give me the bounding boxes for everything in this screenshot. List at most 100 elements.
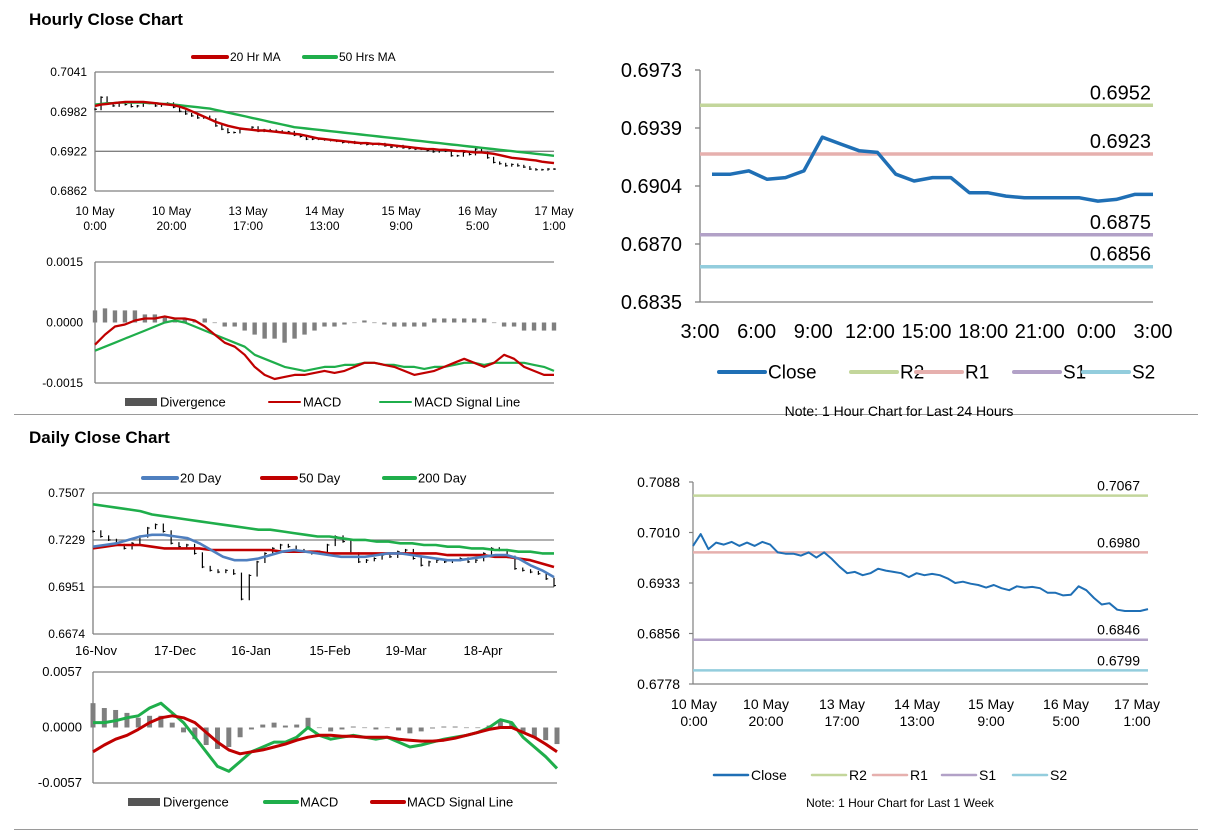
divergence-bar (463, 727, 469, 729)
divergence-bar (554, 727, 560, 745)
divergence-bar (260, 724, 266, 728)
divergence-bar (271, 722, 277, 728)
legend-label: 50 Hrs MA (339, 50, 396, 64)
divergence-bar (491, 322, 497, 324)
x-tick-label-time: 5:00 (1052, 713, 1079, 729)
divergence-bar (226, 727, 232, 747)
y-tick-label: 0.7088 (637, 474, 680, 490)
divergence-bar (521, 322, 527, 331)
divergence-bar (412, 322, 417, 327)
x-tick-label: 10 May (152, 204, 191, 218)
divergence-bar (132, 310, 138, 323)
legend-label: MACD (300, 795, 338, 810)
legend-label: Divergence (163, 795, 229, 810)
divergence-bar (294, 724, 300, 728)
x-tick-label-time: 17:00 (824, 713, 859, 729)
divergence-bar (352, 322, 357, 324)
legend-label: R2 (900, 363, 924, 384)
x-tick-label: 21:00 (1015, 321, 1065, 343)
divergence-bar (181, 727, 187, 733)
x-tick-label: 17-Dec (154, 643, 196, 658)
ma20-line (94, 100, 555, 165)
y-tick-label: 0.6862 (50, 184, 87, 198)
divergence-bar (471, 318, 477, 323)
y-tick-label: 0.7041 (50, 65, 87, 79)
y-tick-label: 0.6982 (50, 105, 87, 119)
divergence-bar (316, 727, 322, 729)
hourly-macd-chart: 0.0015 0.0000 -0.0015 Divergence MACD MACD Si… (42, 255, 557, 410)
divergence-bar (162, 316, 168, 323)
divergence-bar (407, 727, 413, 734)
y-tick-label: 0.6904 (621, 176, 682, 198)
y-tick-label: 0.6856 (637, 626, 680, 642)
x-tick-label-time: 5:00 (466, 219, 490, 233)
x-tick-label: 14 May (894, 696, 940, 712)
x-tick-label: 14 May (305, 204, 344, 218)
legend-label: R1 (965, 363, 989, 384)
x-tick-label-time: 9:00 (977, 713, 1004, 729)
divergence-bar (212, 322, 217, 324)
divergence-bar (382, 322, 387, 325)
x-tick-label: 10 May (671, 696, 717, 712)
level-r2-label: 0.6952 (1090, 82, 1151, 104)
legend-label: MACD Signal Line (414, 395, 520, 410)
x-tick-label: 12:00 (845, 321, 895, 343)
bottom-divider (14, 829, 1198, 830)
divergence-bar (124, 712, 130, 728)
daily-macd-chart: 0.0057 0.0000 -0.0057 Divergence MACD MACD Si… (38, 664, 560, 810)
y-tick-label: 0.6939 (621, 118, 682, 140)
macd-line (94, 315, 554, 381)
divergence-bar (272, 322, 277, 339)
y-tick-label: -0.0057 (38, 775, 82, 790)
section-divider (14, 414, 1198, 415)
legend-label: S2 (1050, 767, 1067, 783)
x-tick-label-time: 13:00 (899, 713, 934, 729)
x-tick-label: 17 May (534, 204, 573, 218)
x-tick-label: 18-Apr (463, 643, 503, 658)
divergence-bar (362, 727, 368, 729)
divergence-bar (372, 322, 377, 324)
divergence-bar (430, 727, 435, 729)
divergence-bar (135, 717, 141, 728)
ma50-line (94, 101, 555, 157)
divergence-bar (202, 318, 207, 323)
divergence-bar (551, 322, 557, 331)
close-line (692, 533, 1149, 612)
divergence-bar (222, 322, 227, 327)
x-tick-label-time: 1:00 (542, 219, 566, 233)
divergence-bar (422, 322, 427, 327)
x-tick-label: 16-Jan (231, 643, 271, 658)
divergence-bar (350, 726, 356, 728)
divergence-bar (312, 322, 317, 331)
legend-label: 50 Day (299, 471, 341, 486)
legend-swatch (125, 398, 157, 406)
divergence-bar (461, 318, 467, 323)
divergence-bar (441, 726, 447, 728)
daily-week-chart: 0.7088 0.7010 0.6933 0.6856 0.6778 0.7067 0.69… (637, 474, 1160, 810)
divergence-bar (452, 726, 458, 728)
y-tick-label: 0.7229 (48, 533, 85, 547)
legend-label: R1 (910, 767, 928, 783)
divergence-bar (396, 727, 402, 731)
divergence-bar (237, 727, 243, 738)
level-s1-label: 0.6846 (1097, 622, 1140, 638)
chart-note: Note: 1 Hour Chart for Last 1 Week (806, 796, 995, 810)
hourly-24h-chart: 0.6973 0.6939 0.6904 0.6870 0.6835 0.6952 0.69… (621, 60, 1173, 419)
divergence-bar (342, 322, 347, 325)
divergence-bar (292, 322, 297, 339)
divergence-bar (531, 322, 537, 331)
y-tick-label: -0.0015 (42, 376, 83, 390)
divergence-bar (122, 310, 128, 323)
divergence-bar (339, 727, 345, 730)
legend-label: 200 Day (418, 471, 467, 486)
divergence-bar (169, 722, 175, 728)
x-tick-label-time: 0:00 (680, 713, 707, 729)
legend-label: Close (768, 363, 817, 384)
legend-label: Divergence (160, 395, 226, 410)
x-tick-label: 13 May (819, 696, 865, 712)
x-tick-label: 0:00 (1077, 321, 1116, 343)
divergence-bar (362, 320, 367, 323)
legend-label: R2 (849, 767, 867, 783)
divergence-bar (242, 322, 247, 331)
x-tick-label: 6:00 (737, 321, 776, 343)
